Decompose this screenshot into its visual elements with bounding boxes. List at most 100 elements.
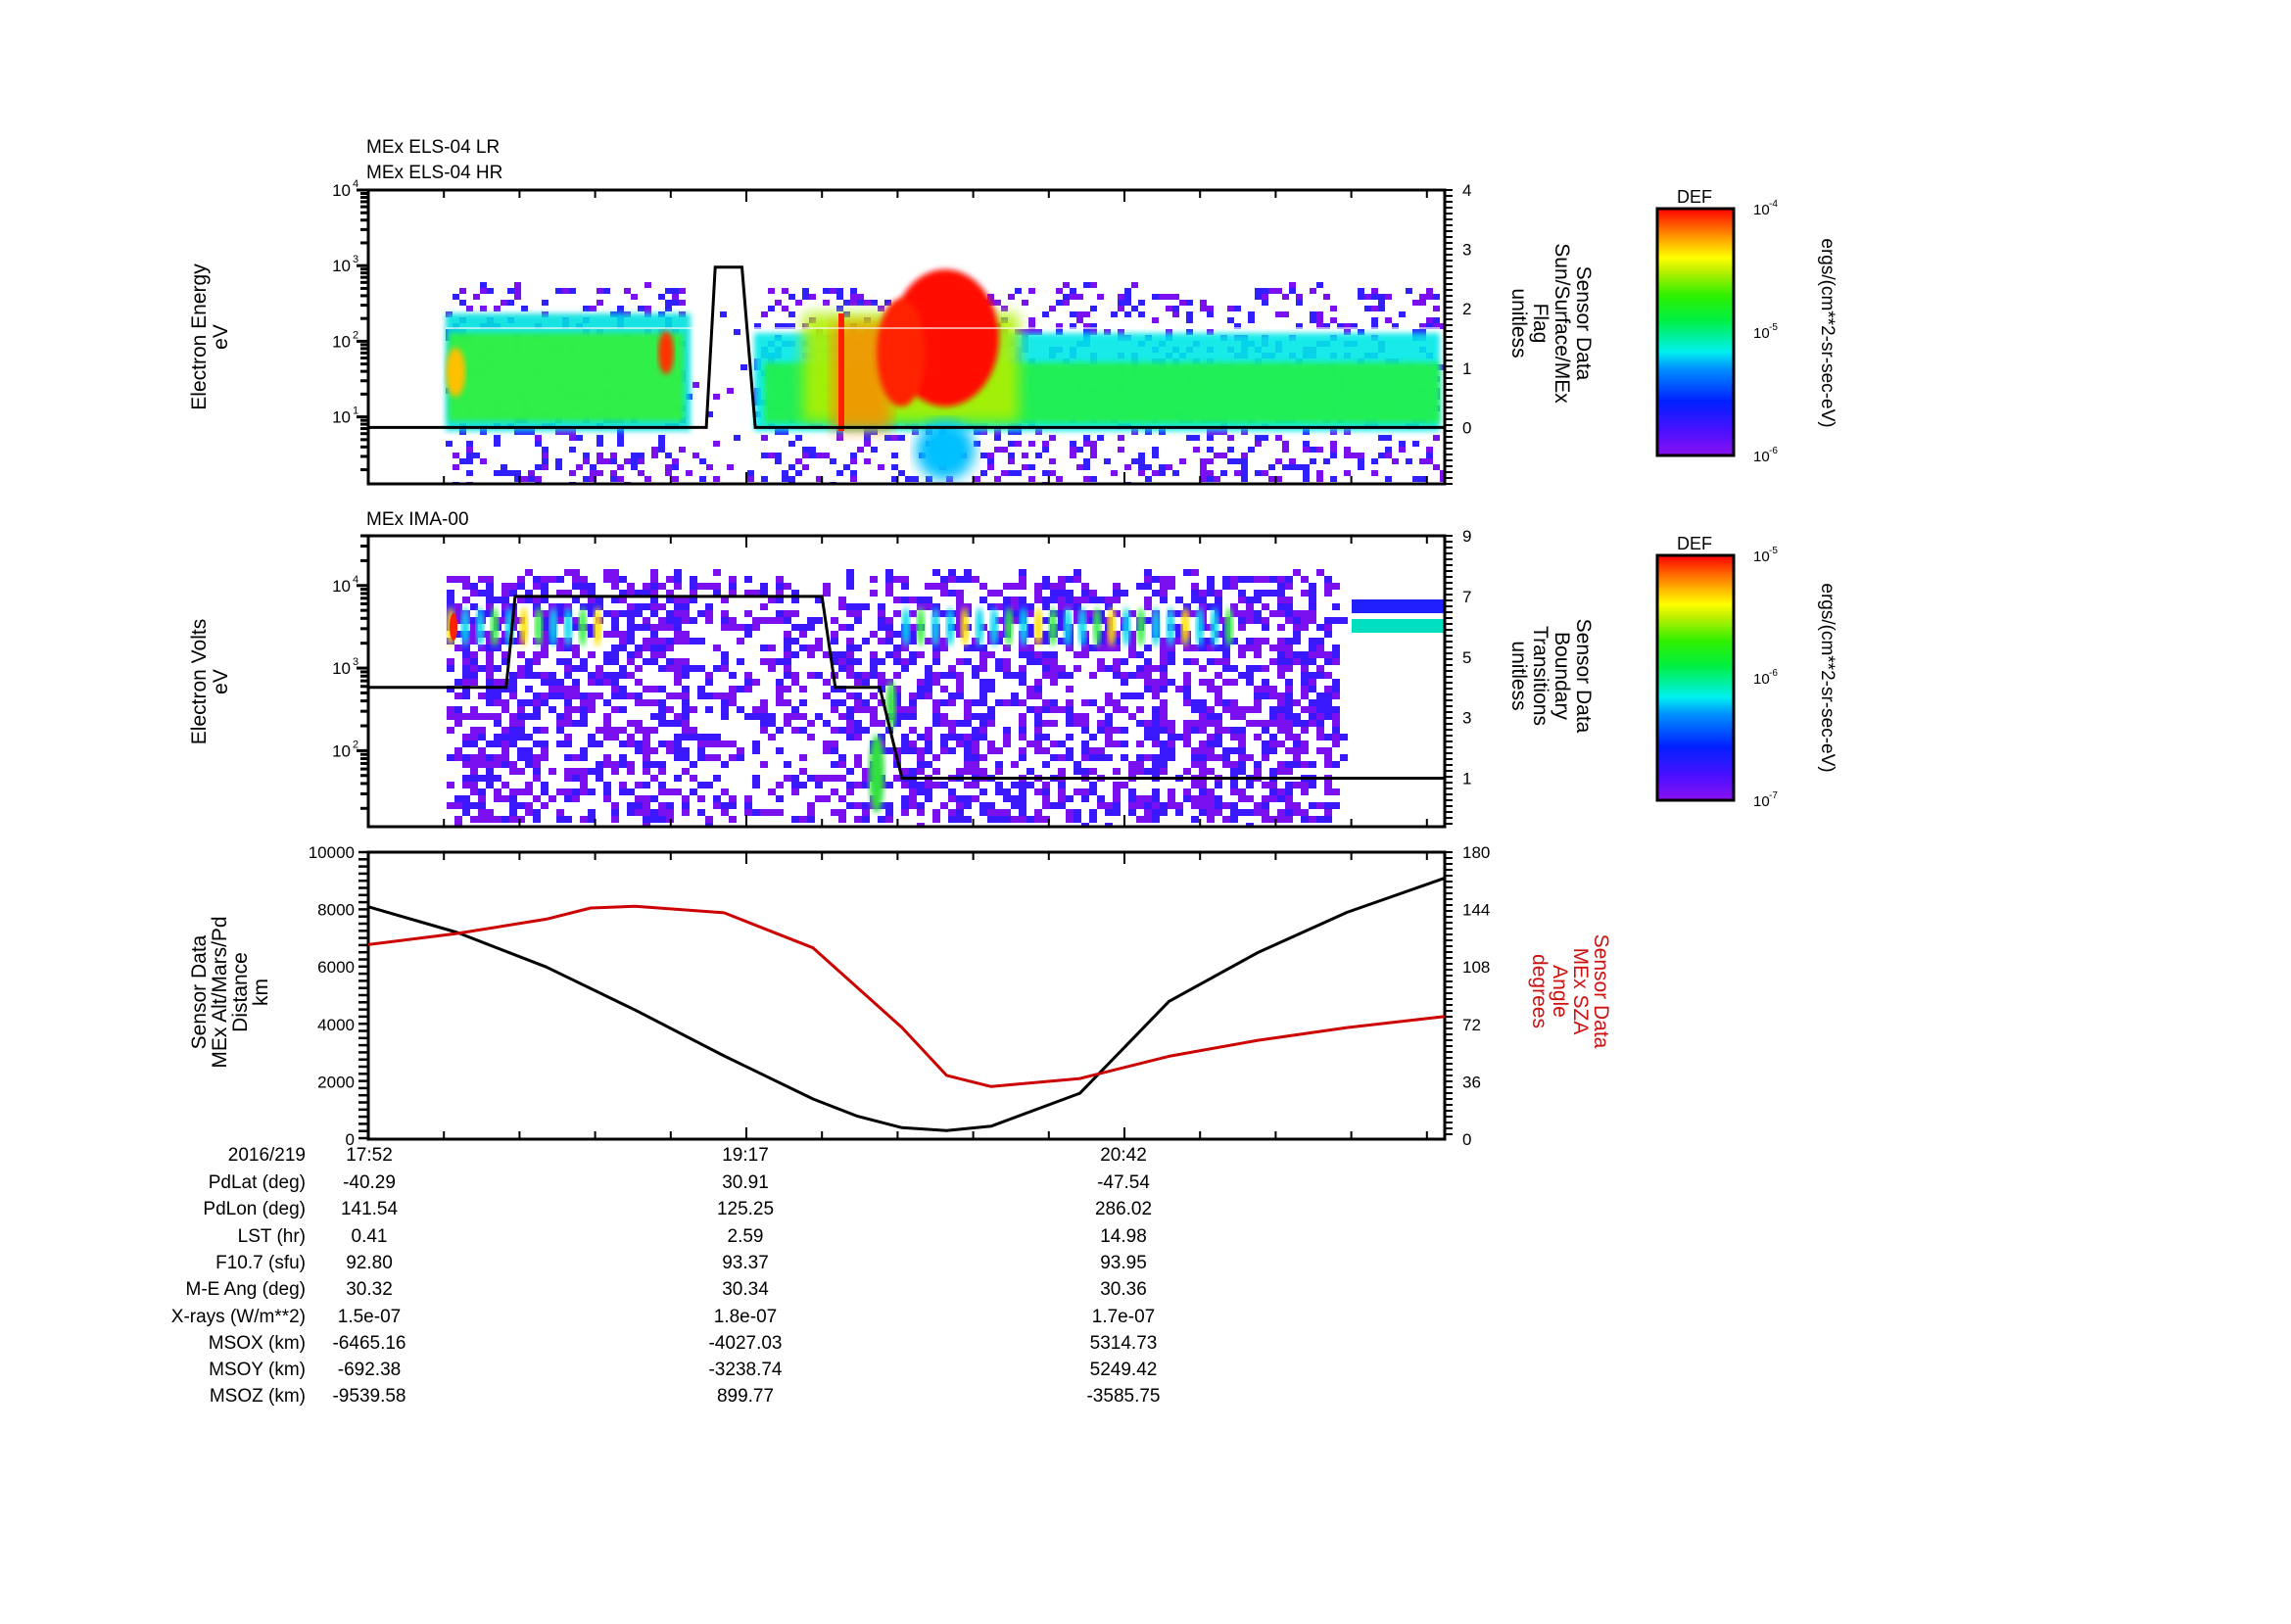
svg-text:1: 1 xyxy=(1462,359,1471,378)
svg-text:4000: 4000 xyxy=(317,1016,355,1034)
svg-text:72: 72 xyxy=(1462,1016,1481,1034)
ephemeris-value: 30.32 xyxy=(346,1279,393,1301)
ylabel-unit: eV xyxy=(210,669,232,694)
y-tick-label: 10 xyxy=(332,659,351,678)
overlay-lines xyxy=(367,265,1446,1132)
ephemeris-value: 2.59 xyxy=(727,1225,764,1247)
ephemeris-row-label: F10.7 (sfu) xyxy=(215,1252,306,1273)
ephemeris-value: 0.41 xyxy=(351,1225,388,1247)
svg-text:4: 4 xyxy=(353,574,358,586)
ephemeris-row-label: MSOX (km) xyxy=(208,1332,306,1354)
colorbar-els-title: DEF xyxy=(1677,187,1712,207)
y-tick-label: 10 xyxy=(332,577,351,596)
svg-text:10: 10 xyxy=(1753,793,1770,810)
svg-text:180: 180 xyxy=(1462,843,1490,862)
ephemeris-value: 92.80 xyxy=(346,1252,393,1273)
panel2-y2label: Sensor Data Boundary Transitions unitles… xyxy=(1507,618,1595,734)
panel3-y2label: Sensor Data MEx SZA Angle degrees xyxy=(1528,934,1612,1049)
svg-text:0: 0 xyxy=(1462,1130,1471,1149)
svg-text:2: 2 xyxy=(353,739,358,750)
ylabel-line: MEx Alt/Mars/Pd xyxy=(209,916,231,1069)
ephemeris-value: 141.54 xyxy=(340,1199,399,1220)
svg-text:144: 144 xyxy=(1462,901,1490,920)
svg-text:36: 36 xyxy=(1462,1073,1481,1091)
svg-text:4: 4 xyxy=(353,178,358,190)
svg-text:3: 3 xyxy=(353,656,358,668)
ephemeris-row-label: PdLat (deg) xyxy=(208,1172,306,1193)
colorbar-els xyxy=(1655,207,1736,457)
y2label-line: MEx SZA xyxy=(1569,947,1592,1035)
ephemeris-value: -9539.58 xyxy=(332,1386,406,1408)
svg-text:10: 10 xyxy=(1753,449,1770,465)
y2label-line: Flag xyxy=(1529,303,1551,344)
ephemeris-value: -3585.75 xyxy=(1086,1386,1161,1408)
altitude-line xyxy=(367,876,1446,1132)
ephemeris-value: 1.8e-07 xyxy=(713,1306,778,1327)
svg-text:108: 108 xyxy=(1462,958,1490,977)
ephemeris-row-label: X-rays (W/m**2) xyxy=(170,1306,306,1327)
sza-line xyxy=(367,904,1446,1088)
date-label: 2016/219 xyxy=(227,1145,306,1166)
svg-text:1: 1 xyxy=(353,406,358,417)
svg-text:1: 1 xyxy=(1462,770,1471,788)
ephemeris-value: 93.37 xyxy=(722,1252,769,1273)
y-tick-label: 10 xyxy=(332,332,351,351)
axes: 10 110 210 310 410 210 310 40123413579020004000… xyxy=(309,178,1779,1149)
svg-text:10000: 10000 xyxy=(309,843,355,862)
ephemeris-value: 899.77 xyxy=(716,1386,775,1408)
time-tick-label: 17:52 xyxy=(346,1145,393,1166)
ephemeris-row-label: PdLon (deg) xyxy=(203,1199,306,1220)
ylabel-line: Electron Energy xyxy=(188,263,211,410)
svg-text:7: 7 xyxy=(1462,588,1471,606)
ephemeris-value: 14.98 xyxy=(1100,1225,1147,1247)
ylabel-line: Electron Volts xyxy=(188,618,211,745)
ylabel-line: Sensor Data xyxy=(188,934,211,1050)
y2label-line: Boundary xyxy=(1551,632,1573,720)
svg-text:10: 10 xyxy=(1753,671,1770,688)
y2label-line: Sun/Surface/MEx xyxy=(1551,243,1573,404)
svg-text:2: 2 xyxy=(1462,300,1471,318)
y2label-line: Sensor Data xyxy=(1572,618,1595,734)
panel1-ylabel: Electron Energy eV xyxy=(188,263,232,410)
y2label-line: unitless xyxy=(1507,288,1530,358)
svg-text:-7: -7 xyxy=(1769,790,1778,801)
panel1-y2label: Sensor Data Sun/Surface/MEx Flag unitles… xyxy=(1507,243,1595,404)
y2label-line: Sensor Data xyxy=(1572,265,1595,381)
svg-text:-5: -5 xyxy=(1769,322,1778,333)
y2label-unit: degrees xyxy=(1528,954,1551,1028)
panel2-ylabel: Electron Volts eV xyxy=(188,618,232,745)
ephemeris-value: 30.91 xyxy=(722,1172,769,1193)
ephemeris-value: 30.36 xyxy=(1100,1279,1147,1301)
svg-text:-4: -4 xyxy=(1769,199,1778,210)
ephemeris-value: 5249.42 xyxy=(1089,1360,1158,1381)
svg-text:0: 0 xyxy=(1462,418,1471,437)
ylabel-unit: eV xyxy=(210,324,232,350)
ephemeris-value: -3238.74 xyxy=(708,1360,783,1381)
time-tick-label: 19:17 xyxy=(722,1145,769,1166)
y2label-line: Angle xyxy=(1549,965,1571,1018)
ephemeris-value: -4027.03 xyxy=(708,1332,783,1354)
panel2-title: MEx IMA-00 xyxy=(366,509,469,530)
colorbar-ima-title: DEF xyxy=(1677,534,1712,553)
svg-text:5: 5 xyxy=(1462,648,1471,667)
colorbar-ima xyxy=(1655,553,1736,802)
ephemeris-row-label: M-E Ang (deg) xyxy=(185,1279,307,1301)
ephemeris-value: 5314.73 xyxy=(1089,1332,1158,1354)
svg-text:6000: 6000 xyxy=(317,958,355,977)
svg-text:2: 2 xyxy=(353,329,358,341)
svg-text:0: 0 xyxy=(346,1130,355,1149)
ima-spectrogram xyxy=(447,569,1445,827)
ephemeris-value: -692.38 xyxy=(337,1360,402,1381)
ylabel-unit: km xyxy=(250,979,272,1007)
ephemeris-value: -40.29 xyxy=(343,1172,396,1193)
svg-text:3: 3 xyxy=(1462,241,1471,260)
ephemeris-value: -6465.16 xyxy=(332,1332,406,1354)
svg-text:4: 4 xyxy=(1462,181,1471,200)
y-tick-label: 10 xyxy=(332,741,351,760)
svg-text:-6: -6 xyxy=(1769,446,1778,456)
y-tick-label: 10 xyxy=(332,257,351,275)
svg-text:2000: 2000 xyxy=(317,1073,355,1091)
ephemeris-value: 93.95 xyxy=(1100,1252,1147,1273)
colorbar-ima-units: ergs/(cm**2-sr-sec-eV) xyxy=(1817,583,1838,773)
els-spectrogram xyxy=(446,269,1445,484)
